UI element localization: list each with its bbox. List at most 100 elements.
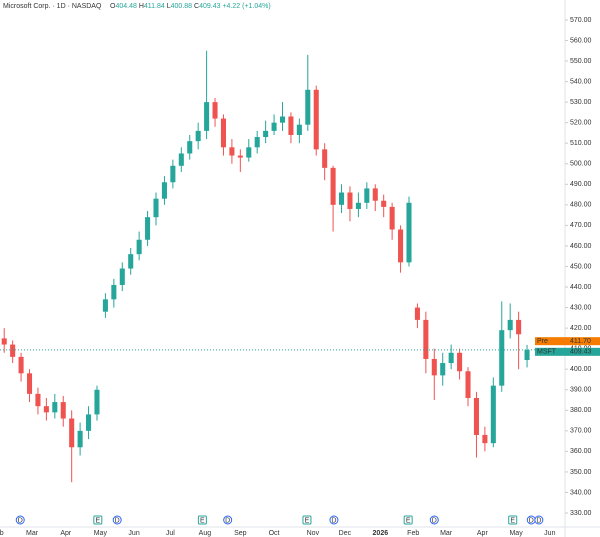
candle-body xyxy=(288,116,294,135)
candle-body xyxy=(398,229,404,263)
candle-body xyxy=(347,192,353,209)
y-tick-label: 450.00 xyxy=(570,263,592,270)
price-label-bg xyxy=(535,347,600,356)
y-tick-label: 510.00 xyxy=(570,140,592,147)
candle-body xyxy=(372,188,378,201)
event-label: D xyxy=(225,517,230,524)
header-name: Microsoft Corp. · 1D · NASDAQ xyxy=(3,3,102,10)
price-label-name: MSFT xyxy=(537,349,557,356)
x-tick-label: 2026 xyxy=(373,530,389,537)
event-marker xyxy=(329,515,339,525)
candle-body xyxy=(145,217,151,240)
candle-body xyxy=(263,130,269,138)
x-tick-label: Mar xyxy=(440,530,453,537)
candle-body xyxy=(465,371,471,398)
x-tick-label: Dec xyxy=(339,530,352,537)
candle-body xyxy=(43,406,49,413)
event-marker xyxy=(534,515,544,525)
x-tick-label: May xyxy=(94,530,108,537)
y-tick-label: 420.00 xyxy=(570,325,592,332)
y-tick-label: 480.00 xyxy=(570,202,592,209)
event-marker xyxy=(93,515,103,525)
candle-body xyxy=(26,373,33,394)
y-tick-label: 530.00 xyxy=(570,99,592,106)
event-marker xyxy=(508,515,518,525)
x-tick-label: Nov xyxy=(307,530,320,537)
candle-body xyxy=(473,397,479,435)
candle-body xyxy=(448,352,454,364)
candle-body xyxy=(296,124,302,135)
candle-body xyxy=(271,122,277,131)
event-label: D xyxy=(536,517,541,524)
x-tick-label: Apr xyxy=(477,530,489,537)
y-tick-label: 540.00 xyxy=(570,78,592,85)
candle-body xyxy=(414,307,420,320)
price-label-bg xyxy=(535,337,600,346)
h-value: 411.84 xyxy=(144,3,165,10)
x-tick-label: May xyxy=(509,530,523,537)
candle-body xyxy=(128,254,134,269)
candle-body xyxy=(35,393,41,407)
y-tick-label: 340.00 xyxy=(570,489,592,496)
candle-body xyxy=(499,330,505,386)
candle-body xyxy=(339,192,345,205)
event-label: E xyxy=(200,517,205,524)
candle-body xyxy=(220,118,226,148)
candle-body xyxy=(507,319,513,331)
candle-body xyxy=(457,352,463,372)
candle-body xyxy=(524,349,530,361)
candle-body xyxy=(254,137,260,148)
x-tick-label: b xyxy=(0,530,4,537)
event-marker xyxy=(302,515,312,525)
c-label: C xyxy=(194,3,199,10)
candle-body xyxy=(482,434,488,444)
x-tick-label: Sep xyxy=(234,530,247,537)
candle-body xyxy=(94,389,100,415)
candle-body xyxy=(178,153,184,166)
candle-body xyxy=(1,338,7,345)
candle-body xyxy=(153,198,159,218)
x-tick-label: Mar xyxy=(26,530,39,537)
candle-body xyxy=(170,165,176,183)
candle-body xyxy=(389,206,395,230)
event-label: E xyxy=(510,517,515,524)
candle-body xyxy=(237,155,243,158)
candle-body xyxy=(10,344,16,357)
candle-body xyxy=(136,239,142,255)
y-tick-label: 500.00 xyxy=(570,161,592,168)
y-tick-label: 560.00 xyxy=(570,37,592,44)
candle-body xyxy=(111,284,117,300)
candle-body xyxy=(364,188,370,203)
y-tick-label: 380.00 xyxy=(570,407,592,414)
y-tick-label: 470.00 xyxy=(570,222,592,229)
y-tick-label: 350.00 xyxy=(570,469,592,476)
o-label: O xyxy=(110,3,116,10)
price-label-name: Pre xyxy=(537,338,548,345)
event-label: D xyxy=(331,517,336,524)
event-marker xyxy=(15,515,25,525)
candle-body xyxy=(355,202,361,209)
candle-body xyxy=(212,102,218,119)
y-tick-label: 490.00 xyxy=(570,181,592,188)
candle-body xyxy=(381,200,387,207)
candle-body xyxy=(516,319,522,335)
y-tick-label: 390.00 xyxy=(570,387,592,394)
x-tick-label: Apr xyxy=(60,530,72,537)
candle-body xyxy=(305,89,311,125)
candle-body xyxy=(322,149,328,168)
event-marker xyxy=(429,515,439,525)
candle-body xyxy=(119,268,125,285)
candle-body xyxy=(204,102,210,131)
event-label: E xyxy=(406,517,411,524)
change: +4.22 (+1.04%) xyxy=(222,3,270,10)
y-tick-label: 370.00 xyxy=(570,428,592,435)
y-tick-label: 430.00 xyxy=(570,304,592,311)
candle-body xyxy=(69,418,75,448)
x-tick-label: Jun xyxy=(544,530,555,537)
y-tick-label: 440.00 xyxy=(570,284,592,291)
x-tick-label: Jul xyxy=(166,530,175,537)
x-tick-label: Oct xyxy=(269,530,280,537)
y-tick-label: 520.00 xyxy=(570,120,592,127)
candle-body xyxy=(161,182,167,199)
candle-body xyxy=(77,430,83,448)
